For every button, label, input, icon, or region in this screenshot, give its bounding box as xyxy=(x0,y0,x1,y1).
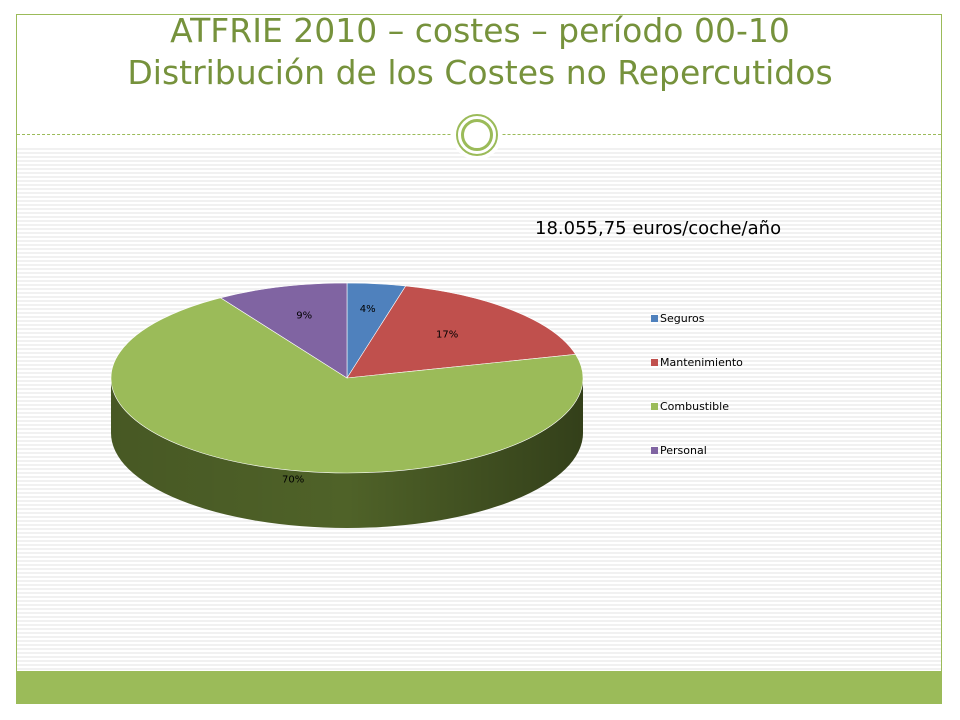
chart-legend: Seguros Mantenimiento Combustible Personal xyxy=(651,312,743,457)
data-label-personal: 9% xyxy=(296,311,312,322)
slide-title: ATFRIE 2010 – costes – período 00-10 Dis… xyxy=(0,10,960,94)
data-label-combustible: 70% xyxy=(282,474,304,485)
title-line-2: Distribución de los Costes no Repercutid… xyxy=(127,53,833,92)
pie-slice-combustible xyxy=(110,297,584,474)
pie-sides xyxy=(111,378,583,528)
legend-label-seguros: Seguros xyxy=(660,312,705,325)
legend-label-personal: Personal xyxy=(660,444,707,457)
data-label-mantenimiento: 17% xyxy=(436,330,458,341)
slide-frame xyxy=(16,14,942,704)
pie-data-labels: 4% 17% 70% 9% xyxy=(282,304,458,485)
data-label-seguros: 4% xyxy=(360,304,376,315)
title-line-1: ATFRIE 2010 – costes – período 00-10 xyxy=(170,11,790,50)
legend-swatch-mantenimiento xyxy=(651,359,658,366)
pie-slice-mantenimiento xyxy=(346,285,577,379)
chart-subtitle: 18.055,75 euros/coche/año xyxy=(535,218,782,239)
legend-swatch-personal xyxy=(651,447,658,454)
legend-label-combustible: Combustible xyxy=(660,400,729,413)
pie-slice-personal xyxy=(219,282,348,379)
pie-tops xyxy=(110,282,584,474)
legend-swatch-seguros xyxy=(651,315,658,322)
legend-label-mantenimiento: Mantenimiento xyxy=(660,356,743,369)
ring-inner xyxy=(461,119,493,151)
pie-side-shade xyxy=(111,378,583,528)
legend-swatch-combustible xyxy=(651,403,658,410)
footer-bar xyxy=(17,671,941,703)
ring-ornament-icon xyxy=(452,110,502,160)
ring-outer xyxy=(456,114,498,156)
